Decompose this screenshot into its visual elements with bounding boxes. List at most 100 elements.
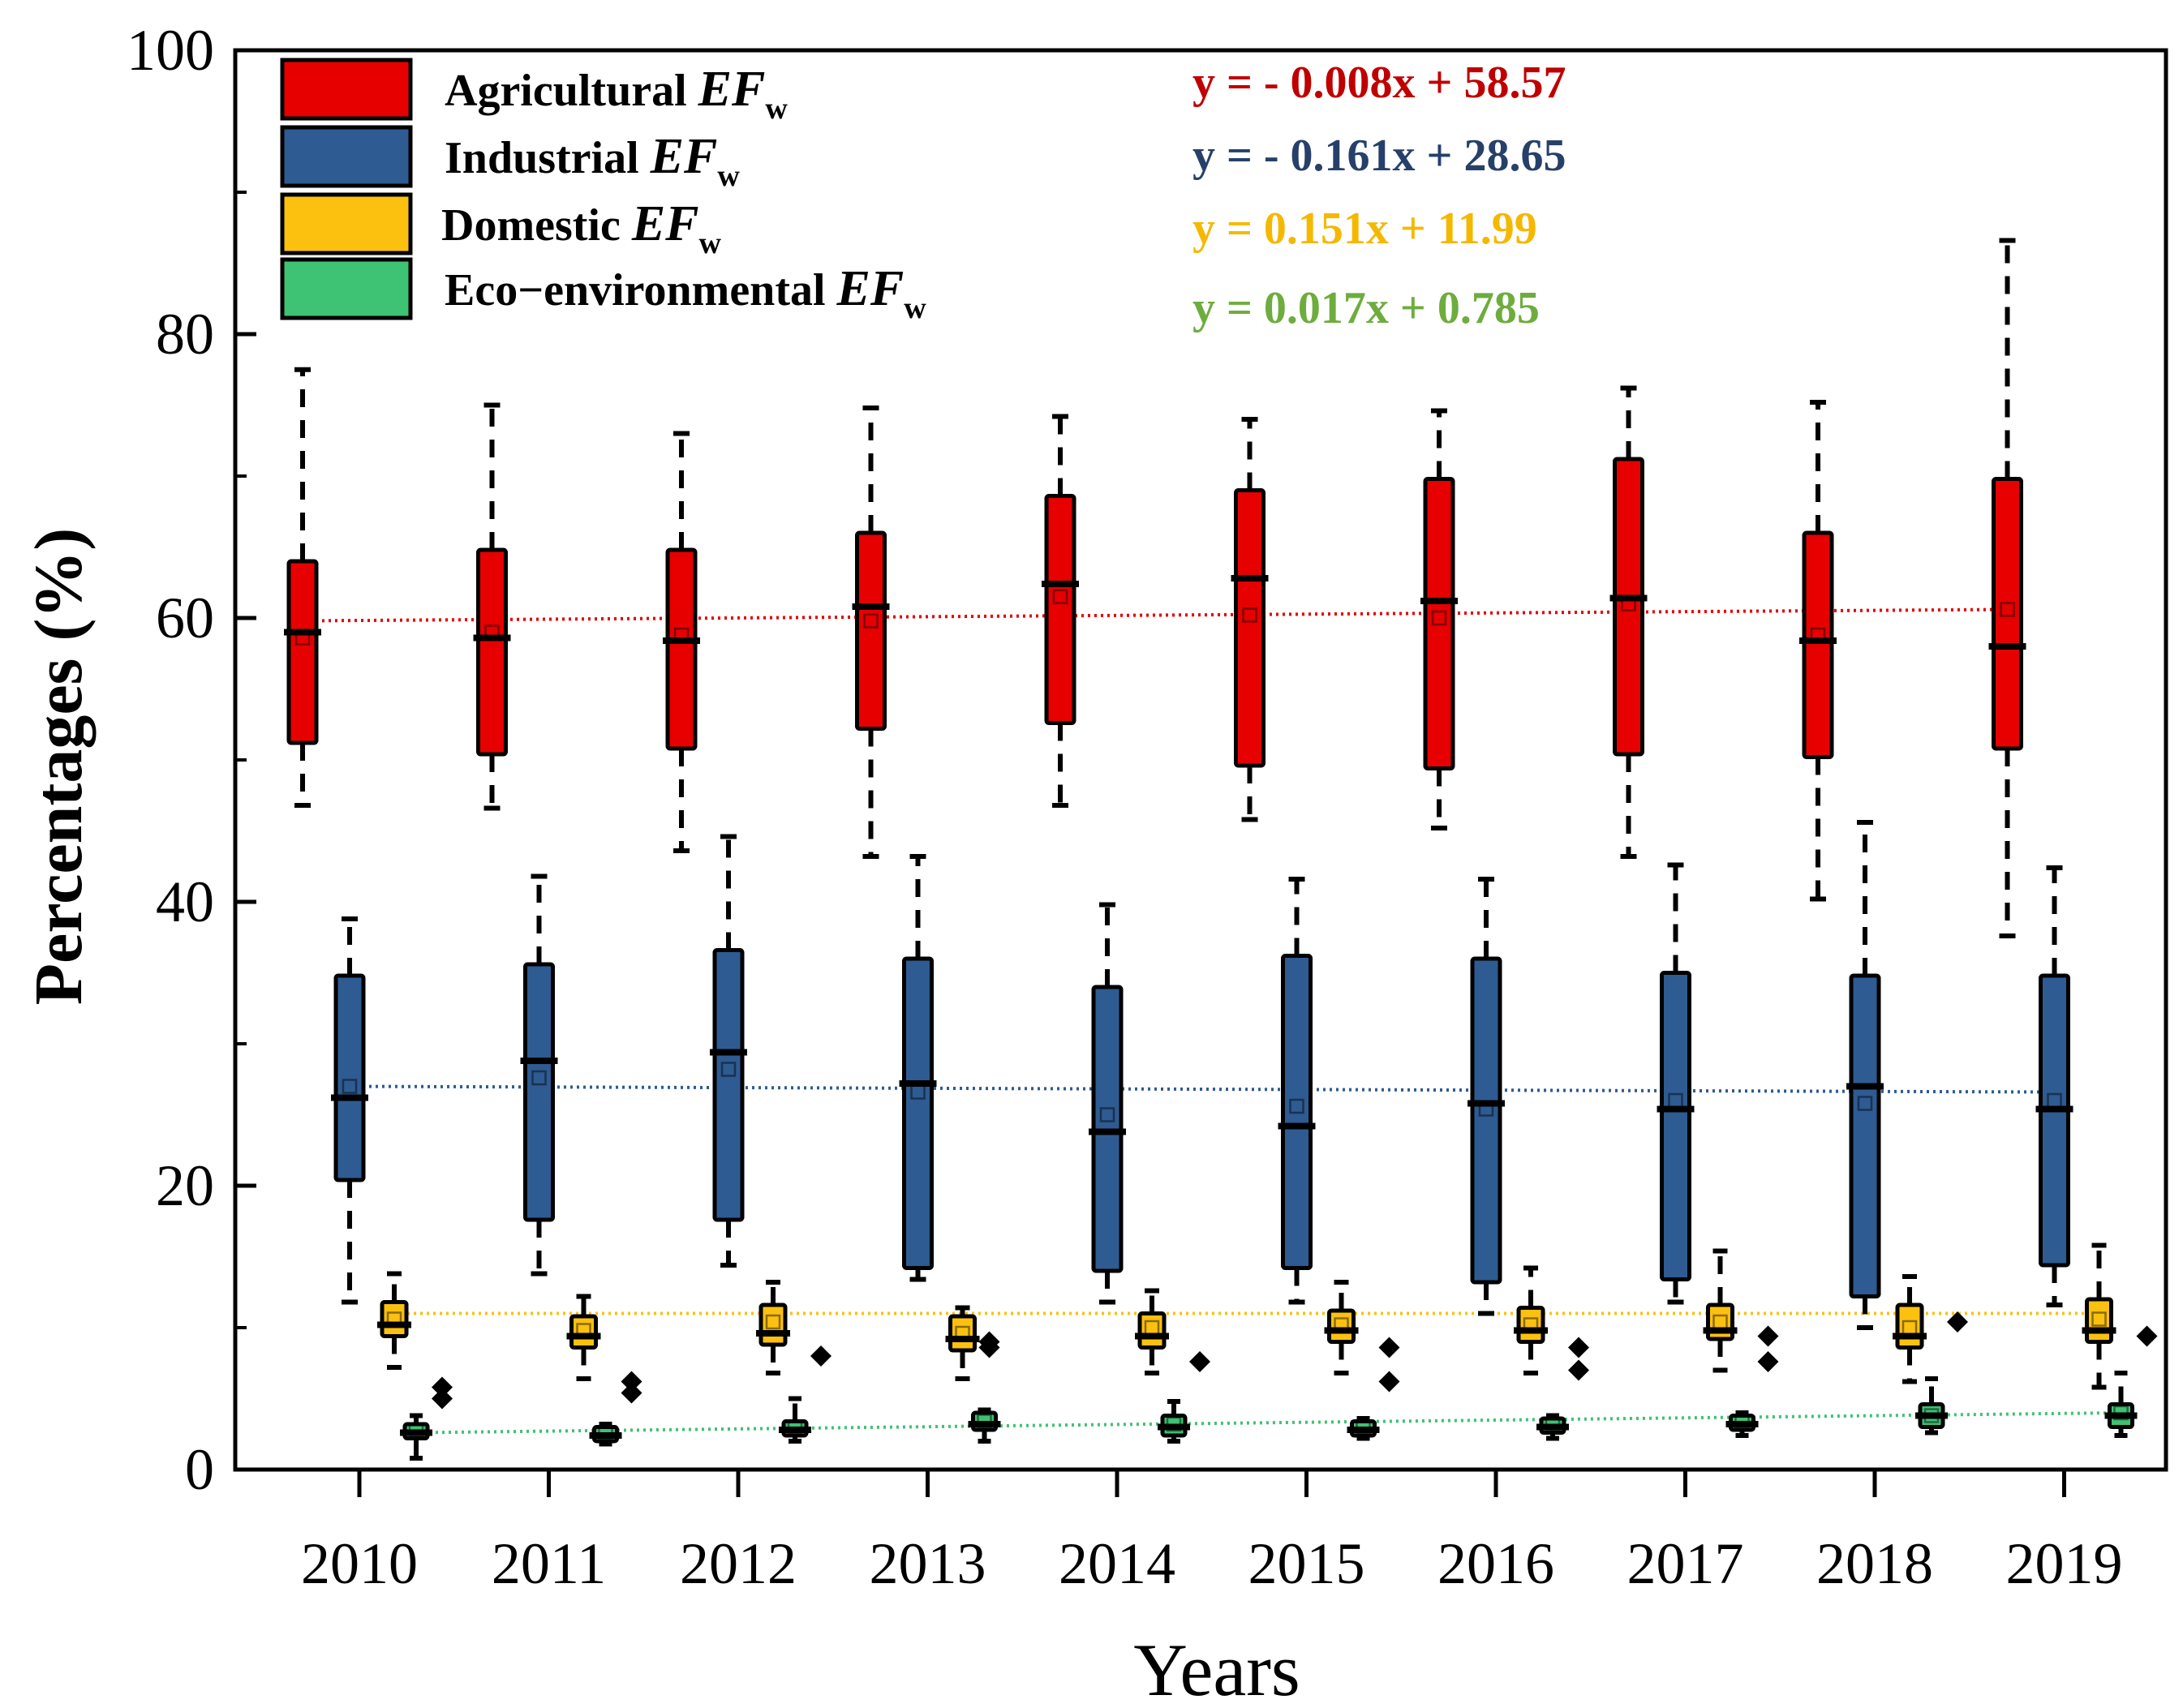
mean-marker xyxy=(787,1419,803,1435)
box-body xyxy=(1327,1308,1356,1344)
box-domestic-2018 xyxy=(1893,1274,1927,1384)
box-domestic-2019 xyxy=(2082,1242,2116,1390)
legend-label: Eco−environmental EFw xyxy=(445,261,926,325)
x-tick-label: 2017 xyxy=(1627,1531,1744,1596)
box-domestic-2010 xyxy=(377,1271,411,1370)
mean-marker xyxy=(1668,1092,1683,1109)
box-body xyxy=(1470,956,1502,1285)
outlier-point xyxy=(1378,1337,1400,1358)
mean-marker xyxy=(1621,596,1636,612)
box-agricultural-2011 xyxy=(473,402,511,811)
trend-line-agricultural xyxy=(302,607,2008,623)
box-agricultural-2017 xyxy=(1609,385,1648,859)
box-agricultural-2015 xyxy=(1231,417,1269,822)
outlier-point xyxy=(978,1331,1000,1353)
box-agricultural-2014 xyxy=(1042,414,1079,808)
y-tick-label: 20 xyxy=(156,1153,214,1218)
plot-area xyxy=(235,50,2166,1470)
box-domestic-2012 xyxy=(756,1280,790,1375)
trend-lines xyxy=(302,607,2121,1435)
mean-marker xyxy=(294,630,311,646)
y-tick-label: 80 xyxy=(156,302,214,367)
box-industrial-2013 xyxy=(899,854,937,1282)
legend-swatch xyxy=(280,125,413,188)
box-domestic-2013 xyxy=(945,1305,1000,1381)
legend-label: Domestic EFw xyxy=(441,196,722,260)
mean-marker xyxy=(910,1084,926,1100)
box-body xyxy=(758,1302,788,1347)
x-tick-label: 2018 xyxy=(1816,1531,1933,1596)
legend-entry-industrial: Industrial EFw xyxy=(280,125,740,193)
outlier-point xyxy=(621,1371,642,1393)
x-tick-label: 2012 xyxy=(680,1531,797,1596)
box-body xyxy=(1044,494,1076,725)
boxes-layer xyxy=(284,238,2158,1461)
box-eco-environmental-2014 xyxy=(1158,1351,1210,1444)
mean-marker xyxy=(408,1422,424,1438)
box-industrial-2012 xyxy=(710,834,747,1268)
mean-marker xyxy=(1144,1320,1160,1336)
box-body xyxy=(1613,457,1644,757)
legend-swatch xyxy=(280,257,413,320)
box-domestic-2011 xyxy=(566,1294,601,1381)
x-tick-label: 2013 xyxy=(870,1531,986,1596)
box-industrial-2010 xyxy=(331,916,368,1305)
mean-marker xyxy=(1242,607,1257,623)
mean-marker xyxy=(673,627,690,643)
trend-line-eco-environmental xyxy=(415,1411,2121,1435)
regression-equations: y = - 0.008x + 58.57 y = - 0.161x + 28.65… xyxy=(1192,58,1566,333)
outlier-point xyxy=(432,1388,453,1410)
mean-marker xyxy=(863,613,879,629)
box-industrial-2019 xyxy=(2035,865,2073,1307)
legend-label: Agricultural EFw xyxy=(445,62,788,126)
mean-marker xyxy=(1289,1098,1304,1114)
box-body xyxy=(2039,973,2070,1268)
mean-marker xyxy=(2047,1092,2062,1109)
box-body xyxy=(523,962,555,1222)
box-eco-environmental-2019 xyxy=(2104,1325,2158,1438)
mean-marker xyxy=(1356,1419,1371,1435)
y-tick-label: 0 xyxy=(185,1437,214,1502)
box-body xyxy=(569,1314,598,1350)
equation-eco-environmental: y = 0.017x + 0.785 xyxy=(1192,283,1540,333)
box-agricultural-2013 xyxy=(852,406,890,859)
box-industrial-2016 xyxy=(1468,877,1505,1316)
box-industrial-2011 xyxy=(520,873,558,1277)
box-body xyxy=(1992,477,2023,751)
box-eco-environmental-2013 xyxy=(968,1407,1001,1444)
mean-marker xyxy=(1712,1314,1728,1330)
outlier-point xyxy=(432,1376,453,1398)
mean-marker xyxy=(765,1314,781,1330)
box-domestic-2016 xyxy=(1514,1265,1548,1375)
legend-swatch xyxy=(280,192,413,255)
mean-marker xyxy=(1052,589,1068,604)
y-axis-title: Percentages (%) xyxy=(21,528,97,1006)
legend-entry-domestic: Domestic EFw xyxy=(280,192,722,260)
mean-marker xyxy=(2000,602,2015,617)
box-body xyxy=(2085,1297,2113,1344)
outlier-point xyxy=(1947,1311,1968,1332)
box-agricultural-2010 xyxy=(284,367,321,808)
box-eco-environmental-2015 xyxy=(1347,1337,1400,1441)
mean-marker xyxy=(977,1414,992,1429)
outlier-point xyxy=(1568,1359,1589,1381)
box-body xyxy=(476,547,508,757)
x-tick-label: 2011 xyxy=(492,1531,606,1596)
outlier-point xyxy=(1757,1351,1779,1372)
mean-marker xyxy=(955,1325,970,1341)
mean-marker xyxy=(484,624,500,640)
legend-entry-eco-environmental: Eco−environmental EFw xyxy=(280,257,926,325)
box-body xyxy=(855,530,887,731)
mean-marker xyxy=(386,1311,402,1327)
box-industrial-2018 xyxy=(1846,820,1884,1330)
outlier-point xyxy=(621,1382,642,1404)
box-body xyxy=(1234,488,1266,768)
box-body xyxy=(1423,477,1455,770)
box-agricultural-2012 xyxy=(663,431,700,853)
y-tick-label: 100 xyxy=(127,18,214,83)
x-tick-label: 2015 xyxy=(1248,1531,1365,1596)
box-body xyxy=(948,1314,977,1353)
legend-label: Industrial EFw xyxy=(445,129,740,193)
box-industrial-2015 xyxy=(1278,877,1316,1305)
